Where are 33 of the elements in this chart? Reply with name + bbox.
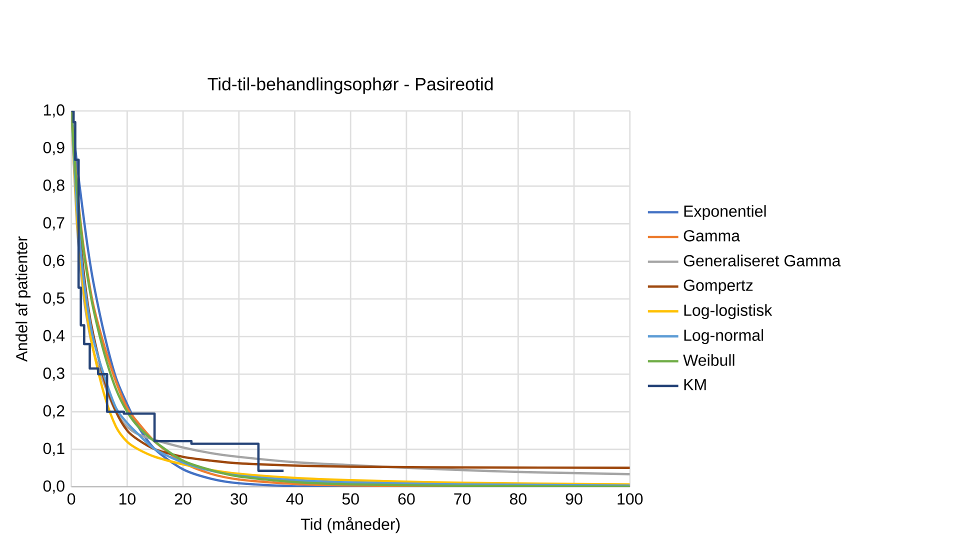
x-tick-label: 80 xyxy=(510,493,526,505)
legend-label: Generaliseret Gamma xyxy=(684,254,841,266)
x-tick-label: 40 xyxy=(286,493,304,505)
x-tick-label: 60 xyxy=(398,493,415,505)
y-tick-label: 1,0 xyxy=(44,104,64,118)
legend-label: KM xyxy=(684,378,706,390)
x-tick-label: 50 xyxy=(342,493,359,505)
y-tick-label: 0,3 xyxy=(43,367,64,381)
x-tick-label: 30 xyxy=(230,493,248,505)
y-tick-label: 0,2 xyxy=(43,405,64,418)
y-tick-label: 0,0 xyxy=(43,480,64,494)
y-axis-title: Andel af patienter xyxy=(16,236,31,362)
x-tick-label: 70 xyxy=(454,493,471,505)
legend-label: Gamma xyxy=(684,230,740,242)
x-tick-label: 0 xyxy=(67,493,76,505)
chart-title: Tid-til-behandlingsophør - Pasireotid xyxy=(208,77,493,94)
x-axis-title: Tid (måneder) xyxy=(300,516,400,533)
legend-label: Weibull xyxy=(683,354,734,366)
y-tick-label: 0,7 xyxy=(43,217,64,230)
y-tick-label: 0,8 xyxy=(43,179,64,193)
y-tick-label: 0,6 xyxy=(43,254,64,268)
x-tick-label: 20 xyxy=(174,493,192,505)
legend-label: Gompertz xyxy=(684,279,753,294)
legend-label: Log-normal xyxy=(684,329,764,344)
y-tick-label: 0,4 xyxy=(43,330,65,344)
y-tick-label: 0,1 xyxy=(43,442,64,456)
legend-label: Exponentiel xyxy=(684,204,766,220)
x-tick-label: 90 xyxy=(566,493,582,505)
legend-label: Log-logistisk xyxy=(684,304,772,320)
x-tick-label: 100 xyxy=(618,493,643,505)
y-tick-label: 0,9 xyxy=(43,142,64,156)
x-tick-label: 10 xyxy=(120,493,136,505)
y-tick-label: 0,5 xyxy=(43,292,64,306)
